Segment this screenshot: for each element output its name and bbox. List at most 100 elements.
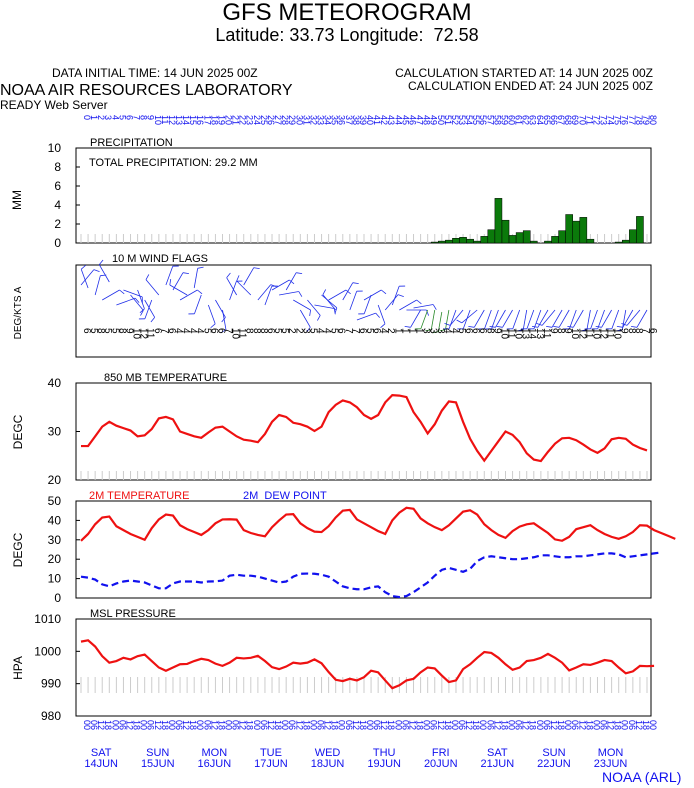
wind-barb — [285, 272, 297, 291]
x-hour-label: 12 — [379, 720, 389, 730]
x-hour-label: 18 — [188, 720, 198, 730]
wind-barb — [601, 309, 612, 328]
precip-total: TOTAL PRECIPITATION: 29.2 MM — [89, 157, 258, 169]
x-day-date: 15JUN — [141, 758, 175, 770]
wind-speed-label: 6 — [152, 328, 163, 334]
wind-speed-label: 10 — [590, 328, 601, 340]
x-day-name: WED — [315, 747, 341, 759]
x-hour-label: 06 — [259, 720, 269, 730]
x-hour-label: 12 — [606, 720, 616, 730]
wind-speed-label: 7 — [640, 328, 651, 334]
wind-speed-label: 7 — [159, 328, 170, 334]
wind-barb — [586, 309, 591, 330]
x-hour-label: 18 — [499, 720, 509, 730]
x-hour-label: 06 — [174, 720, 184, 730]
pressure-yticks: 980 990 1000 1010 — [34, 612, 80, 723]
wind-barb — [307, 299, 321, 316]
precip-hour-label: 11 — [160, 115, 170, 124]
wind-speed-label: 8 — [95, 328, 106, 334]
wind-barb-flag — [375, 312, 380, 318]
precip-hour-label: 35 — [330, 115, 340, 125]
wind-speed-label: 7 — [343, 328, 354, 334]
precip-hour-label: 42 — [379, 115, 389, 125]
wind-barb — [144, 299, 156, 318]
wind-barb-flag — [253, 267, 260, 269]
wind-speed-label: 6 — [265, 328, 276, 334]
wind-barb-flag — [468, 326, 475, 328]
precip-bar — [430, 241, 439, 244]
precip-hour-label: 50 — [436, 115, 446, 125]
wind-speed-label: 8 — [555, 328, 566, 334]
pressure-frame — [75, 618, 652, 717]
wind-speed-label: 1 — [406, 328, 417, 334]
precip-hour-label: 24 — [252, 115, 262, 125]
x-hour-label: 12 — [181, 720, 191, 730]
wind-speed-label: 11 — [541, 328, 552, 339]
t850-yticks: 20 30 40 — [48, 376, 80, 487]
wind-barb — [420, 309, 429, 329]
wind-barb-flag — [226, 272, 231, 278]
precip-hour-label: 63 — [528, 115, 538, 125]
wind-barbs — [80, 259, 648, 334]
wind-speed-label: 9 — [619, 328, 630, 334]
x-hour-label: 00 — [110, 720, 120, 730]
x-day-date: 14JUN — [84, 758, 118, 770]
precip-hour-label: 54 — [464, 115, 474, 125]
precip-hour-label: 29 — [287, 115, 297, 125]
t850-ytick-label: 40 — [48, 376, 62, 390]
wind-barb-flag — [296, 272, 303, 274]
wind-barb-flag — [221, 317, 226, 323]
x-hour-label: 12 — [238, 720, 248, 730]
wind-barb — [461, 309, 478, 324]
wind-barb — [377, 304, 386, 324]
t2m-series — [80, 506, 676, 599]
x-hour-label: 06 — [429, 720, 439, 730]
wind-barb — [349, 291, 358, 311]
precip-hour-label: 25 — [259, 115, 269, 125]
t2m-ytick-label: 0 — [54, 591, 61, 605]
wind-barb-flag — [80, 264, 87, 270]
wind-speed-label: 8 — [244, 328, 255, 334]
wind-speed-label: 14 — [527, 328, 538, 340]
wind-barb-flag — [139, 308, 145, 314]
wind-speed-label: 10 — [131, 328, 142, 340]
wind-barb — [410, 309, 421, 328]
wind-speed-label: 1 — [392, 328, 403, 334]
precip-bar — [473, 240, 481, 244]
precip-bar — [494, 198, 503, 244]
precip-hour-label: 79 — [641, 115, 651, 125]
wind-barb-flag — [380, 323, 386, 329]
t2m-ytick-label: 10 — [48, 572, 62, 586]
wind-barb-flag — [210, 323, 216, 329]
wind-speed-label: 6 — [81, 328, 92, 334]
x-hour-label: 06 — [570, 720, 580, 730]
wind-speed-label: 6 — [647, 328, 658, 334]
x-hour-label: 06 — [202, 720, 212, 730]
x-hour-labels: 0006121800061218000612180006121800061218… — [82, 720, 658, 730]
wind-barb — [533, 309, 542, 329]
x-hour-label: 18 — [273, 720, 283, 730]
wind-speed-label: 6 — [477, 328, 488, 334]
wind-barb — [193, 268, 199, 289]
x-hour-label: 18 — [613, 720, 623, 730]
wind-speed-label: 4 — [378, 328, 389, 334]
precip-hour-label: 2 — [96, 115, 106, 120]
wind-speed-label: 8 — [626, 328, 637, 334]
wind-barb — [590, 309, 598, 329]
x-hour-label: 06 — [485, 720, 495, 730]
wind-barb — [384, 294, 399, 311]
wind-barb-flag — [432, 304, 437, 310]
x-hour-label: 18 — [103, 720, 113, 730]
t2m-yticks: 0 10 20 30 40 50 — [48, 494, 80, 605]
wind-barb — [102, 289, 120, 301]
precip-hour-label: 72 — [591, 115, 601, 125]
wind-barb — [413, 304, 434, 309]
precip-bar — [438, 240, 446, 244]
precip-hour-label: 46 — [407, 115, 417, 125]
wind-barb — [495, 309, 506, 328]
wind-speed-label: 12 — [138, 328, 149, 340]
wind-barb — [179, 289, 198, 301]
wind-speed-label: 6 — [463, 328, 474, 334]
wind-barb-flag — [150, 317, 155, 323]
x-hour-label: 00 — [450, 720, 460, 730]
